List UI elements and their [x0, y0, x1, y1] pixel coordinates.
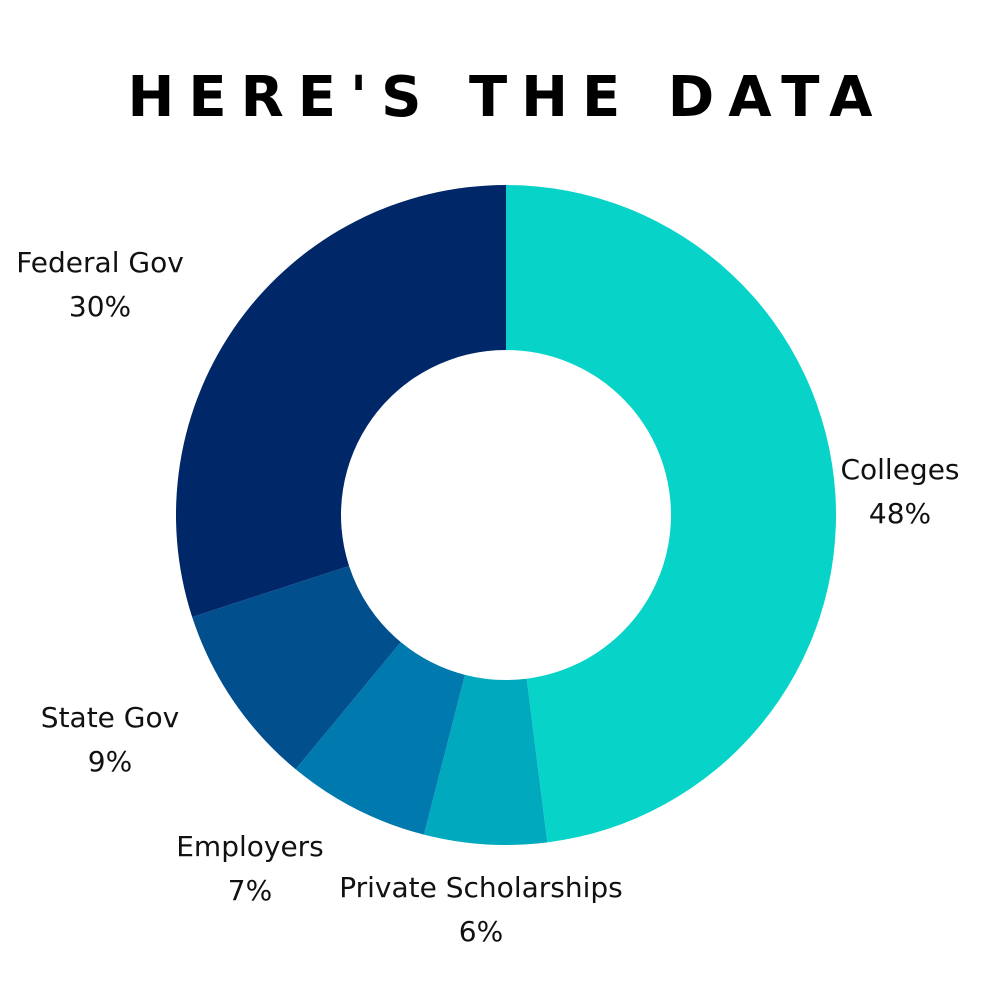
slice-state-gov [192, 565, 401, 770]
slice-label-employers: Employers 7% [176, 825, 324, 913]
slice-value-private-scholarships: 6% [458, 915, 504, 948]
slice-value-employers: 7% [227, 874, 273, 907]
slice-colleges [506, 185, 836, 843]
slice-label-federal-gov: Federal Gov 30% [16, 241, 184, 329]
slice-name-colleges: Colleges [840, 453, 960, 486]
slice-label-colleges: Colleges 48% [840, 448, 959, 536]
slice-label-state-gov: State Gov 9% [41, 696, 179, 784]
slice-name-federal-gov: Federal Gov [16, 246, 184, 279]
slice-name-private-scholarships: Private Scholarships [339, 871, 623, 904]
chart-title: HERE'S THE DATA [127, 65, 887, 130]
slice-federal-gov [175, 185, 506, 617]
slice-label-private-scholarships: Private Scholarships 6% [339, 866, 623, 954]
slice-private-scholarships [423, 674, 548, 845]
slice-name-employers: Employers [176, 830, 324, 863]
slice-name-state-gov: State Gov [40, 701, 180, 734]
slice-employers [295, 642, 465, 835]
slice-value-state-gov: 9% [87, 745, 133, 778]
slice-value-colleges: 48% [868, 497, 932, 530]
slice-value-federal-gov: 30% [68, 290, 132, 323]
